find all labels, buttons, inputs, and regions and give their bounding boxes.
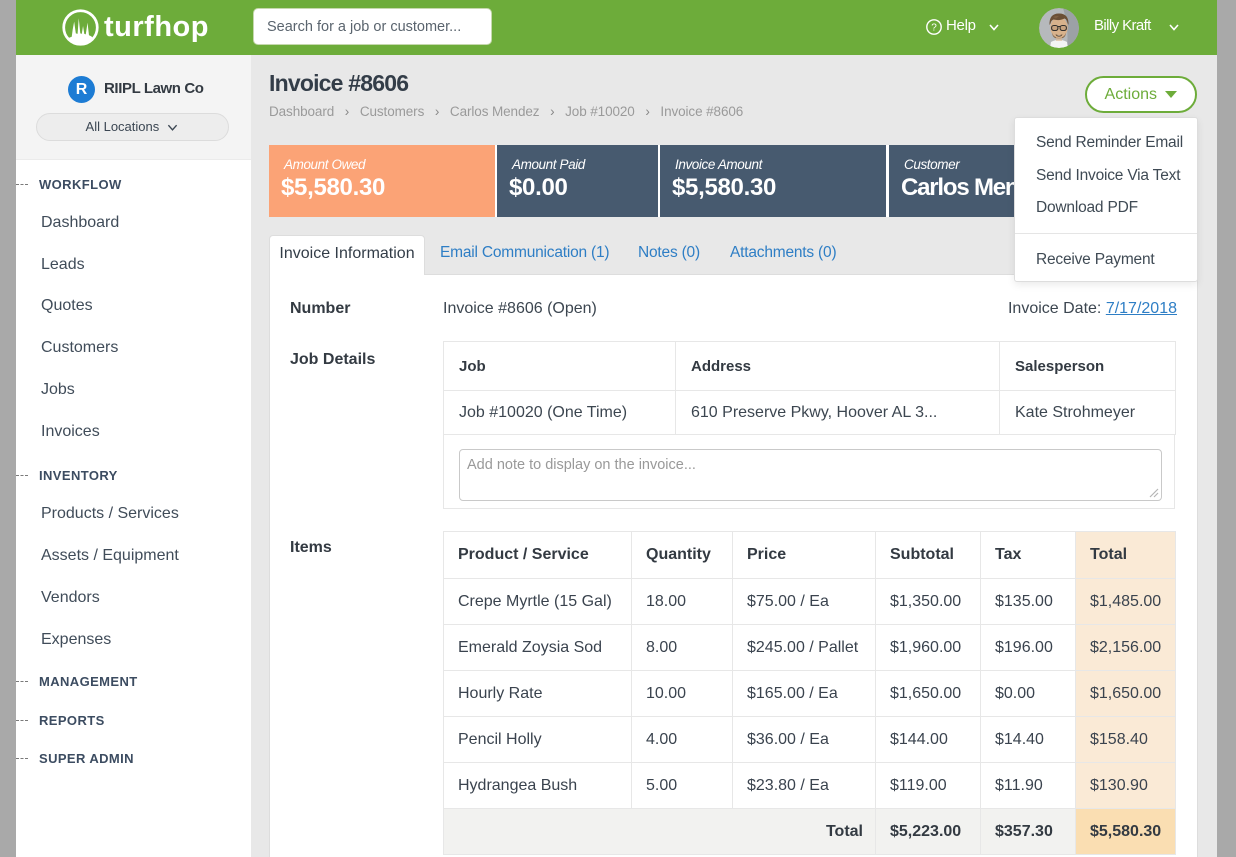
svg-text:?: ? [931, 23, 937, 34]
